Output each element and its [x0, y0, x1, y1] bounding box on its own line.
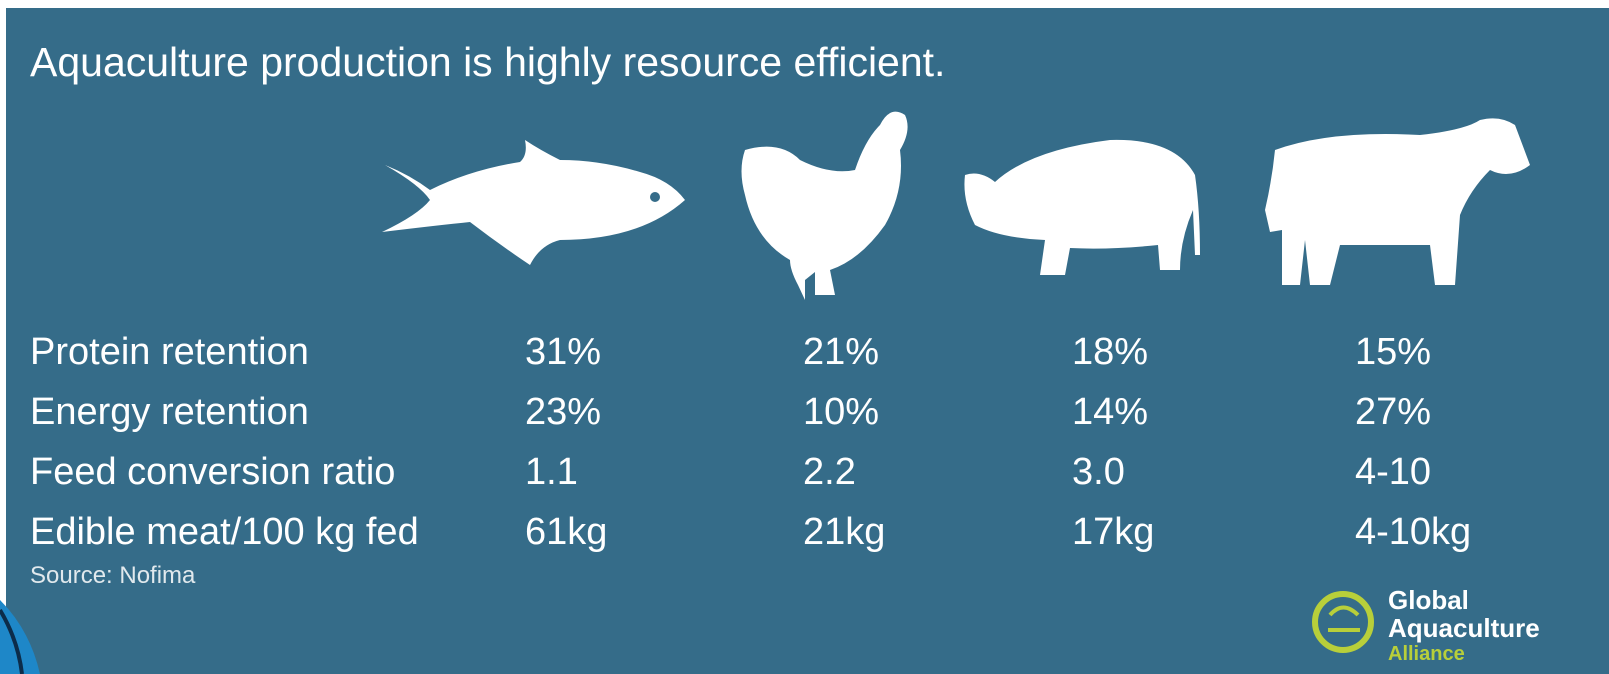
row-label: Feed conversion ratio: [30, 451, 395, 493]
cell: 3.0: [1072, 451, 1125, 493]
row-label: Edible meat/100 kg fed: [30, 511, 419, 553]
corner-swirl-line: [0, 608, 24, 674]
cell: 10%: [803, 391, 879, 433]
row-label: Protein retention: [30, 331, 309, 373]
logo-mark-detail: [1328, 605, 1360, 632]
fish-eye: [650, 192, 660, 202]
cell: 27%: [1355, 391, 1431, 433]
cell: 2.2: [803, 451, 856, 493]
logo-line: Aquaculture: [1388, 613, 1540, 643]
chicken: [741, 111, 908, 301]
cell: 4-10: [1355, 451, 1431, 493]
cell: 18%: [1072, 331, 1148, 373]
title: Aquaculture production is highly resourc…: [30, 39, 945, 85]
cell: 21%: [803, 331, 879, 373]
logo: Global Aquaculture Alliance: [1312, 585, 1540, 665]
cell: 1.1: [525, 451, 578, 493]
cow: [1265, 118, 1530, 285]
logo-line: Global: [1388, 585, 1469, 615]
cell: 14%: [1072, 391, 1148, 433]
fish: [382, 140, 685, 265]
animals: [382, 111, 1530, 301]
background: [6, 8, 1609, 674]
table: Protein retention 31% 21% 18% 15% Energy rete…: [30, 331, 1471, 553]
logo-mark: [1312, 591, 1374, 653]
pig: [964, 139, 1200, 275]
cell: 15%: [1355, 331, 1431, 373]
cell: 31%: [525, 331, 601, 373]
corner-swirl: [0, 600, 40, 674]
cell: 61kg: [525, 511, 607, 553]
logo-line: Alliance: [1388, 643, 1465, 665]
cell: 23%: [525, 391, 601, 433]
cell: 4-10kg: [1355, 511, 1471, 553]
source: Source: Nofima: [30, 562, 196, 589]
row-label: Energy retention: [30, 391, 309, 433]
cell: 17kg: [1072, 511, 1154, 553]
cell: 21kg: [803, 511, 885, 553]
